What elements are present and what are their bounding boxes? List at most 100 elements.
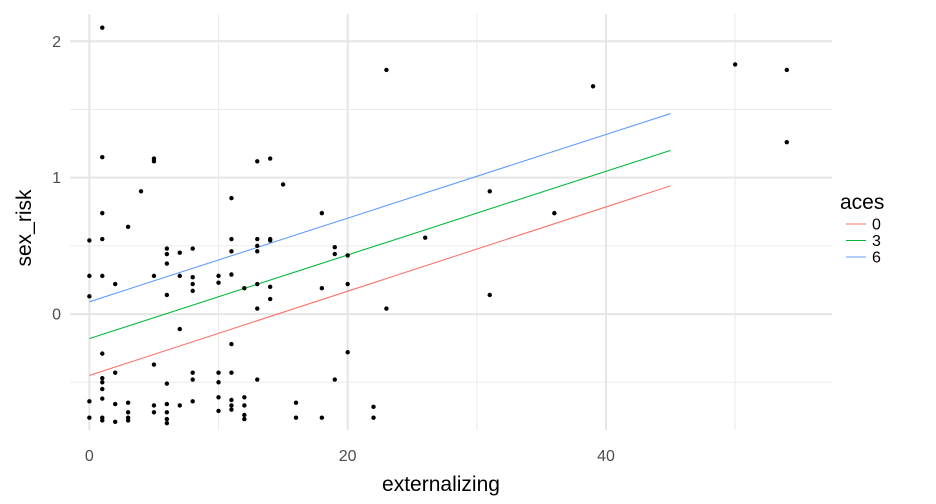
data-point	[332, 251, 337, 257]
data-point	[190, 281, 195, 287]
fit-lines	[89, 113, 671, 376]
data-point	[100, 375, 105, 381]
data-point	[87, 399, 92, 404]
data-point	[319, 285, 325, 291]
data-point	[125, 400, 131, 405]
data-point	[100, 418, 105, 423]
data-point	[216, 395, 221, 400]
data-point	[319, 415, 325, 420]
data-point	[164, 292, 170, 298]
data-point	[319, 210, 325, 216]
data-point	[293, 415, 299, 420]
data-point	[242, 285, 247, 291]
y-tick-label: 2	[52, 34, 61, 51]
x-axis-title: externalizing	[382, 473, 500, 496]
legend: aces 036	[840, 191, 884, 267]
data-point	[345, 281, 350, 287]
x-tick-label: 0	[85, 448, 94, 465]
data-point	[100, 396, 105, 401]
data-point	[384, 67, 389, 73]
major-gridlines	[70, 14, 832, 430]
data-point	[255, 281, 260, 287]
data-point	[151, 362, 157, 367]
data-point	[138, 189, 144, 194]
data-point	[229, 341, 234, 347]
data-point	[371, 415, 376, 420]
data-point	[151, 403, 157, 408]
data-point	[242, 412, 247, 418]
fit-line-aces-3	[89, 149, 671, 340]
data-point	[190, 288, 195, 294]
legend-label-aces-0: 0	[872, 217, 881, 234]
data-point	[190, 399, 195, 404]
data-point	[177, 250, 182, 255]
data-point	[229, 249, 234, 254]
data-point	[164, 261, 170, 266]
data-point	[242, 416, 247, 422]
data-point	[384, 306, 389, 311]
data-point	[552, 210, 557, 216]
data-point	[164, 410, 170, 415]
x-tick-labels: 0 20 40	[85, 448, 615, 465]
data-point	[784, 67, 789, 73]
data-point	[177, 326, 182, 332]
data-point	[332, 245, 337, 250]
data-point	[590, 84, 596, 89]
data-point	[125, 418, 131, 423]
data-point	[100, 155, 105, 160]
data-points	[87, 25, 789, 426]
data-point	[100, 386, 105, 392]
data-point	[151, 159, 157, 164]
y-tick-labels: 0 1 2	[52, 34, 61, 324]
data-point	[229, 195, 234, 201]
data-point	[229, 236, 234, 242]
data-point	[267, 156, 273, 161]
x-tick-label: 40	[597, 448, 615, 465]
data-point	[177, 403, 182, 408]
data-point	[242, 395, 247, 400]
data-point	[113, 419, 118, 425]
data-point	[784, 140, 789, 145]
data-point	[216, 380, 221, 385]
data-point	[229, 397, 234, 403]
data-point	[164, 381, 170, 386]
y-tick-label: 1	[52, 170, 61, 187]
data-point	[280, 182, 286, 187]
data-point	[229, 407, 234, 412]
legend-items: 036	[846, 217, 881, 267]
data-point	[267, 238, 273, 243]
data-point	[487, 189, 492, 194]
data-point	[345, 350, 350, 355]
data-point	[216, 280, 221, 285]
data-point	[87, 273, 92, 279]
data-point	[190, 275, 195, 280]
data-point	[267, 284, 273, 289]
data-point	[293, 400, 299, 405]
data-point	[345, 253, 350, 258]
data-point	[151, 273, 157, 279]
data-point	[216, 408, 221, 414]
legend-title: aces	[840, 191, 884, 214]
data-point	[125, 410, 131, 415]
data-point	[113, 281, 118, 287]
data-point	[190, 246, 195, 251]
data-point	[371, 404, 376, 410]
data-point	[164, 416, 170, 422]
data-point	[267, 296, 273, 302]
data-point	[164, 251, 170, 257]
data-point	[332, 377, 337, 382]
data-point	[255, 249, 260, 254]
data-point	[190, 377, 195, 382]
data-point	[242, 403, 247, 408]
data-point	[164, 246, 170, 251]
data-point	[87, 294, 92, 299]
data-point	[100, 380, 105, 385]
data-point	[255, 236, 260, 242]
data-point	[125, 224, 131, 229]
fit-line-aces-6	[89, 113, 671, 303]
data-point	[255, 306, 260, 311]
data-point	[177, 273, 182, 279]
data-point	[164, 420, 170, 426]
data-point	[113, 370, 118, 375]
